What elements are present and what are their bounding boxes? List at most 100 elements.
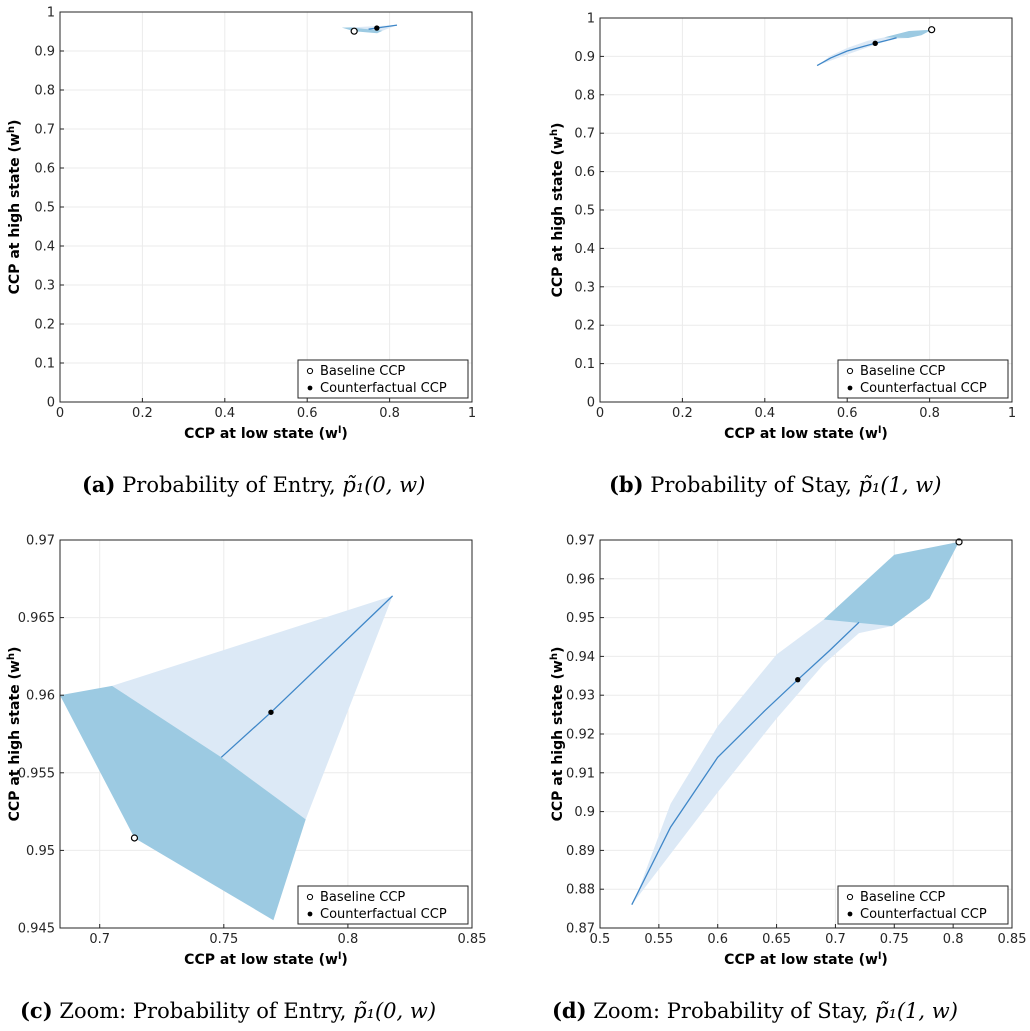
- xtick-label-b-0: 0: [596, 406, 604, 421]
- ytick-label-d-10: 0.97: [566, 534, 595, 549]
- y-axis-label-c: CCP at high state (wh): [6, 647, 24, 822]
- ccp-path-line-b: [816, 37, 897, 67]
- legend-counterfactual-label-a: Counterfactual CCP: [320, 381, 447, 396]
- ytick-label-c-3: 0.96: [26, 689, 55, 704]
- xtick-label-b-3: 0.6: [837, 406, 858, 421]
- legend-counterfactual-marker-c: [307, 911, 313, 917]
- xtick-label-a-3: 0.6: [297, 406, 318, 421]
- y-axis-label-a: CCP at high state (wh): [6, 120, 24, 295]
- ytick-label-b-10: 1: [587, 12, 595, 27]
- ytick-label-a-0: 0: [47, 396, 55, 411]
- panel-a: 0 0.2 0.4 0.6 0.8 1 0 0.1 0.2 0.3 0.4 0.5 0.6 0.7 0.8 0…: [6, 6, 477, 443]
- xtick-label-c-2: 0.8: [338, 932, 359, 947]
- xtick-label-b-4: 0.8: [919, 406, 940, 421]
- xtick-label-d-6: 0.8: [943, 932, 964, 947]
- dark-region-b: [884, 29, 932, 38]
- baseline-point-c: [130, 834, 139, 842]
- legend-baseline-label-c: Baseline CCP: [320, 890, 405, 905]
- axes-frame-c: [59, 539, 473, 929]
- xtick-label-a-2: 0.4: [214, 406, 235, 421]
- xtick-label-d-1: 0.55: [644, 932, 673, 947]
- legend-d: Baseline CCP Counterfactual CCP: [837, 885, 1009, 925]
- ccp-path-line-d: [631, 621, 860, 905]
- xtick-label-a-0: 0: [56, 406, 64, 421]
- ytick-label-a-1: 0.1: [34, 357, 55, 372]
- ytick-label-b-5: 0.5: [574, 204, 595, 219]
- legend-counterfactual-label-c: Counterfactual CCP: [320, 907, 447, 922]
- plot-area-c: [60, 595, 394, 921]
- legend-baseline-marker-d: [846, 893, 854, 901]
- caption-b-text: Probability of Stay,: [650, 473, 859, 497]
- caption-a-math: p̃₁(0, w): [342, 473, 426, 497]
- xtick-label-a-4: 0.8: [379, 406, 400, 421]
- legend-baseline-marker-c: [306, 893, 314, 901]
- counterfactual-point-d: [795, 676, 801, 683]
- ytick-label-a-8: 0.8: [34, 84, 55, 99]
- dark-region-d: [823, 541, 959, 627]
- ytick-label-c-1: 0.95: [26, 844, 55, 859]
- legend-baseline-marker-a: [306, 367, 314, 375]
- legend-counterfactual-label-d: Counterfactual CCP: [860, 907, 987, 922]
- caption-b-math: p̃₁(1, w): [858, 473, 942, 497]
- ytick-label-c-2: 0.955: [18, 766, 55, 781]
- y-axis-label-d: CCP at high state (wh): [549, 647, 567, 822]
- counterfactual-point-b: [872, 40, 878, 47]
- legend-box-d: [837, 885, 1009, 925]
- caption-a-text: Probability of Entry,: [122, 473, 343, 497]
- legend-baseline-marker-b: [846, 367, 854, 375]
- ytick-label-b-9: 0.9: [574, 50, 595, 65]
- ytick-label-d-2: 0.89: [566, 844, 595, 859]
- legend-baseline-label-a: Baseline CCP: [320, 364, 405, 379]
- ytick-label-d-3: 0.9: [574, 805, 595, 820]
- plot-area-b: [816, 29, 932, 67]
- plot-area-a: [341, 24, 398, 34]
- xtick-label-b-5: 1: [1008, 406, 1016, 421]
- xtick-label-d-0: 0.5: [590, 932, 611, 947]
- caption-b-letter: (b): [609, 472, 644, 497]
- counterfactual-point-a: [374, 25, 380, 31]
- ytick-label-a-4: 0.4: [34, 240, 55, 255]
- baseline-point-b: [928, 26, 936, 34]
- ytick-label-a-7: 0.7: [34, 123, 55, 138]
- xtick-label-c-3: 0.85: [458, 932, 487, 947]
- light-region-b: [817, 36, 909, 66]
- xtick-label-a-5: 1: [468, 406, 476, 421]
- ytick-label-b-3: 0.3: [574, 280, 595, 295]
- legend-baseline-label-b: Baseline CCP: [860, 364, 945, 379]
- x-axis-label-d: CCP at low state (wl): [724, 951, 888, 969]
- ytick-label-d-0: 0.87: [566, 922, 595, 937]
- ytick-label-d-6: 0.93: [566, 689, 595, 704]
- ytick-label-b-7: 0.7: [574, 127, 595, 142]
- ytick-label-a-2: 0.2: [34, 318, 55, 333]
- caption-c: (c) Zoom: Probability of Entry, p̃₁(0, w…: [20, 998, 436, 1023]
- ytick-label-d-5: 0.92: [566, 728, 595, 743]
- xtick-label-b-1: 0.2: [672, 406, 693, 421]
- ytick-label-a-5: 0.5: [34, 201, 55, 216]
- xtick-label-d-3: 0.65: [762, 932, 791, 947]
- panel-d: 0.5 0.55 0.6 0.65 0.7 0.75 0.8 0.85 0.87 0.88 0.89…: [549, 534, 1027, 969]
- ytick-label-d-1: 0.88: [566, 883, 595, 898]
- ytick-label-c-5: 0.97: [26, 534, 55, 549]
- xtick-label-d-5: 0.75: [880, 932, 909, 947]
- xtick-label-a-1: 0.2: [132, 406, 153, 421]
- legend-a: Baseline CCP Counterfactual CCP: [297, 359, 469, 399]
- ytick-label-a-10: 1: [47, 6, 55, 21]
- legend-b: Baseline CCP Counterfactual CCP: [837, 359, 1009, 399]
- caption-c-math: p̃₁(0, w): [353, 999, 437, 1023]
- panel-b: 0 0.2 0.4 0.6 0.8 1 0 0.1 0.2 0.3 0.4 0.5 0.6 0.7 0.8 0…: [549, 12, 1017, 443]
- legend-box-b: [837, 359, 1009, 399]
- xtick-label-c-1: 0.75: [209, 932, 238, 947]
- caption-a: (a) Probability of Entry, p̃₁(0, w): [82, 472, 425, 497]
- caption-a-letter: (a): [82, 472, 116, 497]
- ytick-label-b-2: 0.2: [574, 319, 595, 334]
- ytick-label-a-6: 0.6: [34, 162, 55, 177]
- baseline-point-a: [350, 27, 358, 35]
- ytick-label-a-9: 0.9: [34, 45, 55, 60]
- caption-d-letter: (d): [552, 998, 587, 1023]
- caption-d-math: p̃₁(1, w): [875, 999, 958, 1023]
- ytick-label-d-4: 0.91: [566, 766, 595, 781]
- plot-area-d: [631, 541, 959, 905]
- xtick-label-d-2: 0.6: [707, 932, 728, 947]
- xtick-label-b-2: 0.4: [754, 406, 775, 421]
- ytick-label-d-8: 0.95: [566, 611, 595, 626]
